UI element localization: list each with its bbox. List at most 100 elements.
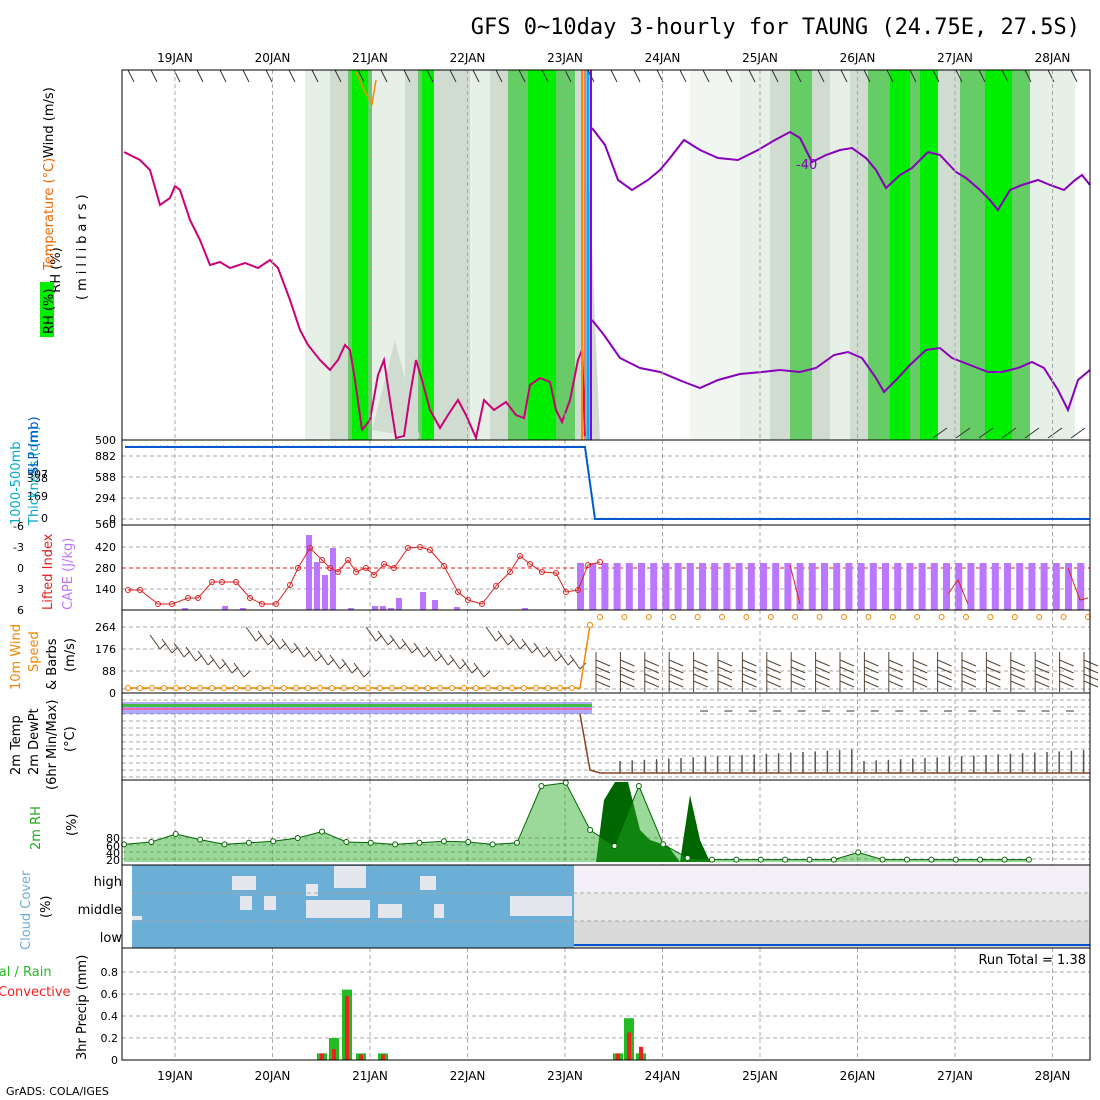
ylabel-wind3: & Barbs bbox=[45, 638, 60, 690]
cape-tick: 420 bbox=[95, 541, 116, 554]
wind-speed-marker bbox=[816, 614, 823, 620]
rh2m-marker bbox=[367, 839, 374, 846]
slp-bottom-label: 560 bbox=[95, 518, 116, 531]
cape-bar bbox=[699, 563, 706, 610]
rh2m-marker bbox=[416, 839, 423, 846]
wind-speed-marker bbox=[509, 685, 515, 691]
wind-barb bbox=[913, 659, 928, 667]
cape-bar bbox=[869, 563, 877, 610]
upper-barb bbox=[219, 69, 227, 83]
upper-grid bbox=[174, 70, 1053, 440]
wind-panel bbox=[121, 609, 1099, 694]
cape-bar bbox=[894, 563, 902, 610]
wind-barb bbox=[791, 666, 806, 674]
day-label-top: 26JAN bbox=[840, 51, 876, 65]
rh2m-marker bbox=[904, 856, 910, 863]
day-label-bottom: 27JAN bbox=[937, 1069, 973, 1083]
li-marker bbox=[575, 587, 581, 593]
cape-bar bbox=[735, 563, 743, 610]
wind-barb bbox=[986, 680, 1001, 688]
precip-tick: 0.4 bbox=[101, 1010, 119, 1023]
li-marker bbox=[527, 561, 533, 567]
day-label-bottom: 22JAN bbox=[450, 1069, 486, 1083]
slp-left-tick: 507 bbox=[27, 468, 48, 481]
rh2m-marker bbox=[757, 856, 764, 863]
upper-barb bbox=[541, 69, 549, 83]
li-marker bbox=[195, 595, 201, 601]
upper-barb bbox=[472, 69, 480, 83]
upper-barb bbox=[932, 69, 940, 83]
rh2m-peak bbox=[680, 795, 710, 862]
wind-speed-marker bbox=[938, 614, 945, 620]
wind-barb bbox=[353, 662, 365, 678]
wind-barb bbox=[913, 680, 928, 688]
wind-barb bbox=[913, 673, 928, 681]
cape-tick: 140 bbox=[95, 583, 116, 596]
cape-bar bbox=[772, 563, 780, 610]
upper-barb bbox=[426, 69, 434, 83]
cape-bar bbox=[967, 563, 975, 610]
temp-contour-orange bbox=[355, 71, 377, 107]
upper-wind-barbs bbox=[127, 69, 1086, 439]
li-marker bbox=[335, 569, 341, 575]
upper-barb bbox=[196, 69, 204, 83]
upper-barb bbox=[794, 69, 802, 83]
slp-panel bbox=[121, 439, 1091, 526]
wind-barb bbox=[620, 666, 635, 674]
wind-barb bbox=[839, 659, 855, 667]
cape-panel bbox=[121, 524, 1091, 611]
li-marker bbox=[427, 547, 433, 553]
wind-barb bbox=[245, 626, 257, 642]
upper-barb bbox=[380, 69, 388, 83]
wind-barb bbox=[293, 642, 305, 658]
precip-tick: 0.2 bbox=[101, 1032, 119, 1045]
wind-speed-marker bbox=[389, 685, 395, 691]
wind-barb bbox=[839, 666, 855, 674]
wind-speed-marker bbox=[269, 685, 275, 691]
wind-tick: 0 bbox=[109, 687, 116, 700]
wind-speed-marker bbox=[1060, 614, 1067, 620]
ylabel-rh2m: 2m RH bbox=[29, 806, 44, 850]
rh2m-marker bbox=[343, 839, 350, 845]
cape-bar bbox=[979, 563, 987, 610]
rh2m-marker bbox=[879, 856, 886, 863]
li-marker bbox=[479, 601, 485, 607]
li-marker bbox=[185, 595, 191, 601]
cloud-panel bbox=[121, 864, 1091, 949]
rh2m-marker bbox=[245, 839, 252, 846]
li-segment bbox=[1067, 567, 1089, 601]
wind-barb bbox=[595, 666, 611, 674]
rh-band bbox=[1012, 70, 1030, 440]
lower-barb bbox=[1070, 427, 1086, 439]
ylabel-wind4: (m/s) bbox=[63, 638, 78, 672]
cape-bar bbox=[348, 608, 354, 610]
wind-barb bbox=[1059, 666, 1074, 674]
precip-ticks: 0.8 0.6 0.4 0.2 0 bbox=[101, 966, 119, 1067]
ylabel-temp2: 2m DewPt bbox=[27, 708, 42, 775]
wind-barb bbox=[644, 680, 659, 688]
li-marker bbox=[169, 601, 175, 607]
wind-barb bbox=[533, 642, 545, 658]
wind-barb bbox=[791, 673, 806, 681]
wind-barb bbox=[864, 680, 879, 688]
li-marker bbox=[209, 579, 215, 585]
cape-bar bbox=[943, 563, 950, 610]
rh2m-marker bbox=[977, 856, 984, 863]
cape-bar bbox=[1052, 563, 1060, 610]
li-marker bbox=[381, 561, 387, 567]
wind-speed-marker bbox=[413, 685, 419, 691]
ylabel-precip1: Total / Rain bbox=[0, 965, 52, 980]
upper-barb bbox=[127, 69, 135, 83]
cape-bar bbox=[613, 563, 621, 610]
rh2m-marker bbox=[489, 841, 496, 848]
cape-bar bbox=[796, 563, 804, 610]
wind-barb bbox=[766, 680, 781, 688]
contour-label: -40 bbox=[796, 158, 817, 173]
cape-bar bbox=[845, 563, 853, 610]
day-label-bottom: 19JAN bbox=[157, 1069, 193, 1083]
li-tick: 6 bbox=[17, 604, 24, 617]
wind-barb bbox=[937, 659, 952, 667]
cape-bar bbox=[930, 563, 938, 610]
precip-conv-bar bbox=[381, 1054, 385, 1060]
rh-band bbox=[352, 70, 368, 440]
